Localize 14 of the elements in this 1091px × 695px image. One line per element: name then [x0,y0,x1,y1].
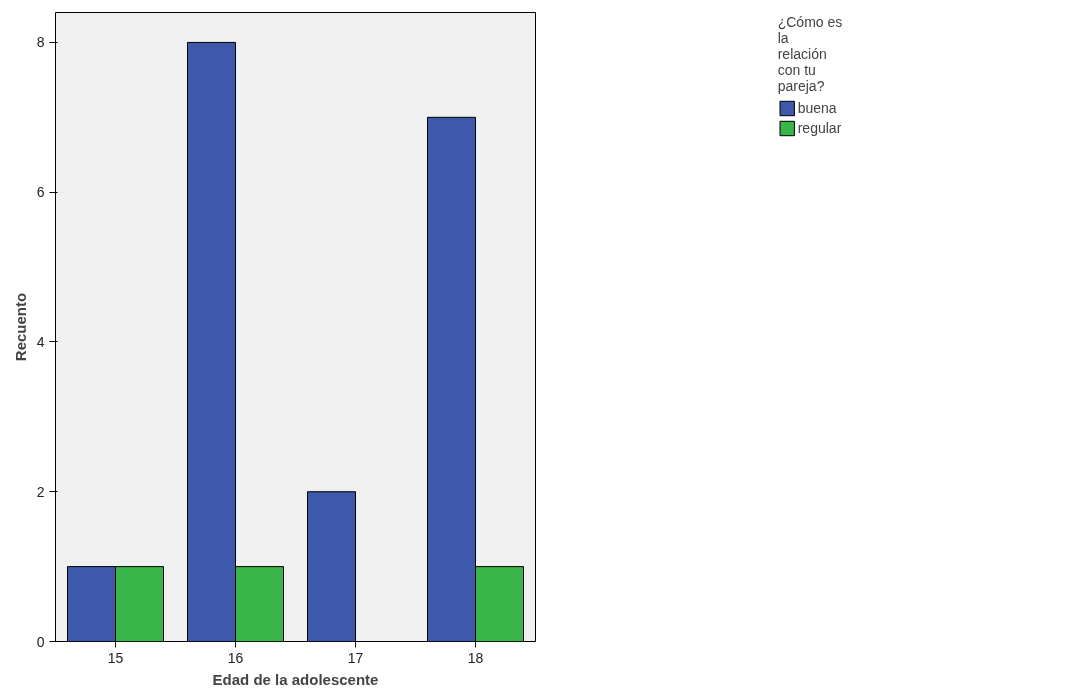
x-axis-title: Edad de la adolescente [212,670,379,688]
y-tick-label: 2 [36,483,45,500]
x-tick-label: 17 [347,649,364,666]
y-tick-label: 0 [36,633,45,650]
x-tick-label: 18 [467,649,484,666]
legend-title: ¿Cómo es la relación con tu pareja? [777,14,843,94]
legend-label: buena [797,100,837,116]
legend-label: regular [797,120,842,136]
x-tick-label: 15 [107,649,124,666]
x-tick-label: 16 [227,649,244,666]
y-axis-title: Recuento [11,292,29,362]
y-tick-label: 8 [36,34,45,51]
y-tick-label: 4 [36,333,45,350]
y-tick-label: 6 [36,184,45,201]
